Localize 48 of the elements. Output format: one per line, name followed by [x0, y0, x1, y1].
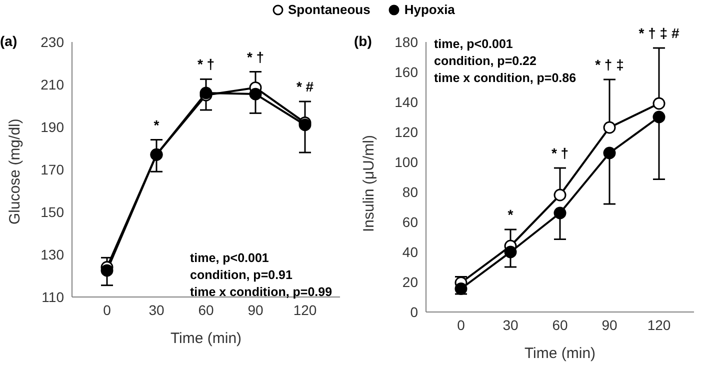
- x-tick-label: 90: [602, 316, 618, 333]
- y-tick-label: 170: [40, 161, 64, 178]
- x-tick-label: 30: [502, 316, 518, 333]
- y-axis-title: Glucose (mg/dl): [6, 118, 24, 224]
- x-tick-label: 120: [293, 302, 317, 318]
- x-tick-label: 120: [647, 316, 671, 333]
- y-tick-label: 230: [40, 34, 64, 50]
- annotation: * #: [296, 78, 314, 94]
- y-axis-title: Insulin (μU/ml): [360, 135, 378, 232]
- x-tick-label: 30: [148, 302, 164, 318]
- x-tick-label: 60: [198, 302, 214, 318]
- annotation: * † ‡ #: [638, 25, 680, 41]
- annotation: time x condition, p=0.86: [434, 70, 576, 87]
- y-tick-label: 100: [394, 154, 418, 170]
- annotation: condition, p=0.91: [190, 267, 294, 284]
- y-tick-label: 20: [402, 274, 418, 290]
- y-tick-label: 40: [402, 244, 418, 260]
- annotation: * †: [197, 56, 215, 72]
- y-tick-label: 160: [394, 64, 418, 80]
- annotation: * †: [246, 48, 264, 65]
- annotation: time, p<0.001: [190, 250, 270, 267]
- annotation: * † ‡: [595, 56, 624, 72]
- x-axis-title: Time (min): [170, 330, 242, 347]
- x-tick-label: 0: [103, 302, 112, 318]
- annotation: condition, p=0.22: [434, 53, 538, 70]
- y-tick-label: 80: [402, 184, 418, 200]
- annotation: time x condition, p=0.99: [190, 284, 332, 301]
- y-tick-label: 190: [40, 118, 64, 135]
- x-tick-label: 0: [457, 316, 466, 333]
- annotation: * †: [551, 145, 569, 161]
- annotation: *: [154, 116, 160, 133]
- y-tick-label: 140: [394, 94, 418, 110]
- y-tick-label: 150: [40, 204, 64, 220]
- y-tick-label: 130: [40, 246, 64, 262]
- annotation: *: [508, 206, 514, 222]
- y-tick-label: 120: [394, 124, 418, 140]
- chart-title: (a): [0, 33, 18, 49]
- chart-title: (b): [354, 33, 372, 49]
- x-tick-label: 90: [248, 302, 264, 318]
- legend-label: Spontaneous: [287, 2, 370, 17]
- y-tick-label: 210: [40, 76, 64, 92]
- y-tick-label: 60: [402, 214, 418, 230]
- legend-label: Hypoxia: [403, 2, 455, 17]
- x-axis-title: Time (min): [524, 345, 596, 362]
- y-tick-label: 110: [42, 288, 64, 305]
- x-tick-label: 60: [552, 316, 568, 333]
- y-tick-label: 180: [394, 34, 418, 50]
- annotation: time, p<0.001: [434, 36, 514, 53]
